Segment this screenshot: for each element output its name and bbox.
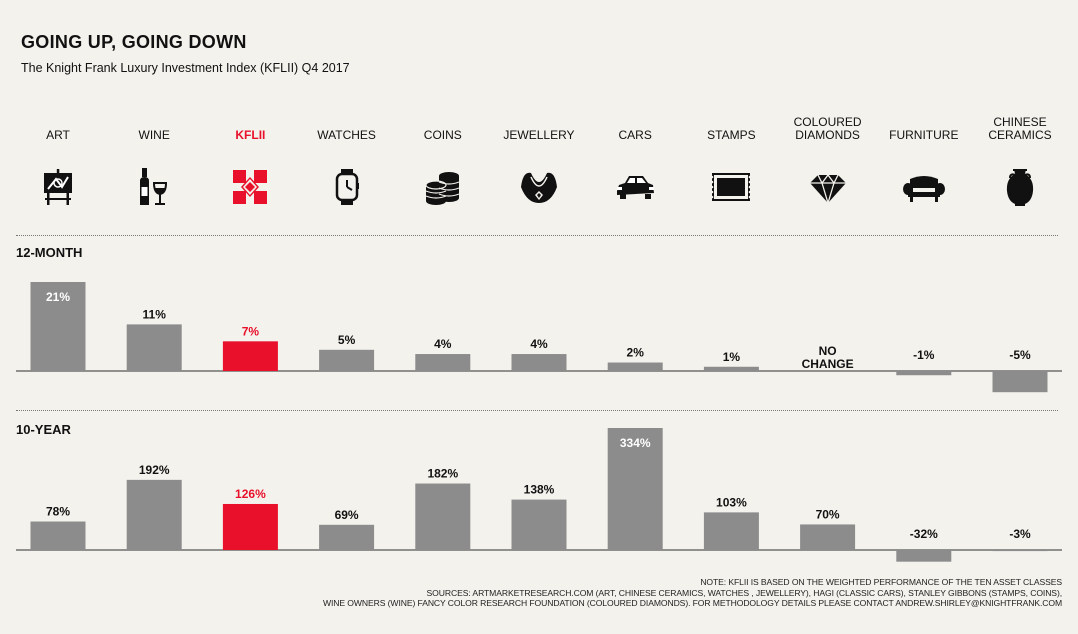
data-label-kflii: 126%	[235, 487, 266, 501]
bar-coloured-diamonds	[800, 524, 856, 550]
necklace-icon	[517, 165, 561, 209]
bar-jewellery	[511, 499, 567, 550]
footnotes: NOTE: KFLII IS BASED ON THE WEIGHTED PER…	[323, 577, 1062, 609]
data-label-cars: 334%	[620, 436, 651, 450]
bar-jewellery	[511, 354, 567, 371]
easel-painting-icon	[36, 165, 80, 209]
category-label-kflii: KFLII	[235, 128, 266, 142]
data-label-jewellery: 4%	[530, 337, 548, 351]
bar-watches	[319, 349, 375, 371]
bar-chinese-ceramics	[992, 550, 1048, 552]
category-label-watches: WATCHES	[317, 128, 376, 142]
chart-panel-12-month: 21% 11% 7% 5% 4% 4% 2% 1% NO CHANGE -1% -5%	[16, 282, 1062, 393]
category-label-coloured-diamonds: COLOURED DIAMONDS	[793, 115, 862, 142]
sources-line-2: WINE OWNERS (WINE) FANCY COLOR RESEARCH …	[322, 598, 1062, 609]
kflii-logo-icon	[228, 165, 272, 209]
bar-kflii	[222, 341, 278, 371]
car-icon	[613, 165, 657, 209]
data-label-chinese-ceramics: -5%	[1009, 348, 1031, 362]
bar-cars	[607, 428, 663, 550]
bar-watches	[319, 524, 375, 550]
section-label-10-year: 10-YEAR	[16, 422, 71, 437]
chart-title: GOING UP, GOING DOWN	[21, 32, 247, 52]
data-label-jewellery: 138%	[524, 483, 555, 497]
bar-kflii	[222, 503, 278, 550]
data-label-coins: 4%	[434, 337, 452, 351]
data-label-art: 78%	[46, 505, 70, 519]
bar-wine	[126, 479, 182, 550]
data-label-chinese-ceramics: -3%	[1009, 527, 1031, 541]
wine-bottle-glass-icon	[132, 165, 176, 209]
watch-icon	[325, 165, 369, 209]
data-label-stamps: 103%	[716, 495, 747, 509]
data-label-wine: 192%	[139, 463, 170, 477]
bar-coins	[415, 483, 471, 550]
category-label-jewellery: JEWELLERY	[503, 128, 575, 142]
data-label-watches: 69%	[335, 508, 359, 522]
category-label-coins: COINS	[423, 128, 462, 142]
sofa-icon	[902, 165, 946, 209]
chart-panel-10-year: 78% 192% 126% 69% 182% 138% 334% 103% 70% -32% -3%	[16, 428, 1062, 562]
section-label-12-month: 12-MONTH	[16, 245, 83, 260]
data-label-furniture: -32%	[910, 527, 938, 541]
data-label-wine: 11%	[143, 307, 167, 321]
note-line: NOTE: KFLII IS BASED ON THE WEIGHTED PER…	[700, 577, 1062, 587]
bar-stamps	[703, 512, 759, 550]
bar-art	[30, 521, 86, 550]
bar-chinese-ceramics	[992, 371, 1048, 393]
bar-art	[30, 282, 86, 371]
category-label-wine: WINE	[138, 128, 170, 142]
data-label-coins: 182%	[427, 467, 458, 481]
category-label-cars: CARS	[618, 128, 652, 142]
category-label-art: ART	[46, 128, 70, 142]
bar-cars	[607, 362, 663, 371]
section-divider-top	[16, 235, 1058, 236]
bar-furniture	[896, 550, 952, 562]
diamond-icon	[806, 165, 850, 209]
bar-stamps	[703, 366, 759, 371]
bar-coins	[415, 354, 471, 371]
data-label-cars: 2%	[627, 346, 645, 360]
bar-wine	[126, 324, 182, 371]
stamp-icon	[709, 165, 753, 209]
chart-subtitle: The Knight Frank Luxury Investment Index…	[21, 61, 350, 75]
category-label-chinese-ceramics: CHINESE CERAMICS	[988, 115, 1052, 142]
data-label-kflii: 7%	[242, 324, 260, 338]
coin-stack-icon	[421, 165, 465, 209]
vase-icon	[998, 165, 1042, 209]
section-divider-middle	[16, 410, 1058, 411]
data-label-art: 21%	[46, 290, 70, 304]
sources-line-1: SOURCES: ARTMARKETRESEARCH.COM (ART, CHI…	[426, 587, 1063, 598]
data-label-stamps: 1%	[723, 350, 741, 364]
data-label-coloured-diamonds: 70%	[816, 507, 840, 521]
data-label-watches: 5%	[338, 333, 356, 347]
data-label-coloured-diamonds: NO CHANGE	[802, 344, 854, 371]
category-label-stamps: STAMPS	[707, 128, 756, 142]
category-label-furniture: FURNITURE	[889, 128, 959, 142]
data-label-furniture: -1%	[913, 348, 935, 362]
bar-furniture	[896, 371, 952, 376]
